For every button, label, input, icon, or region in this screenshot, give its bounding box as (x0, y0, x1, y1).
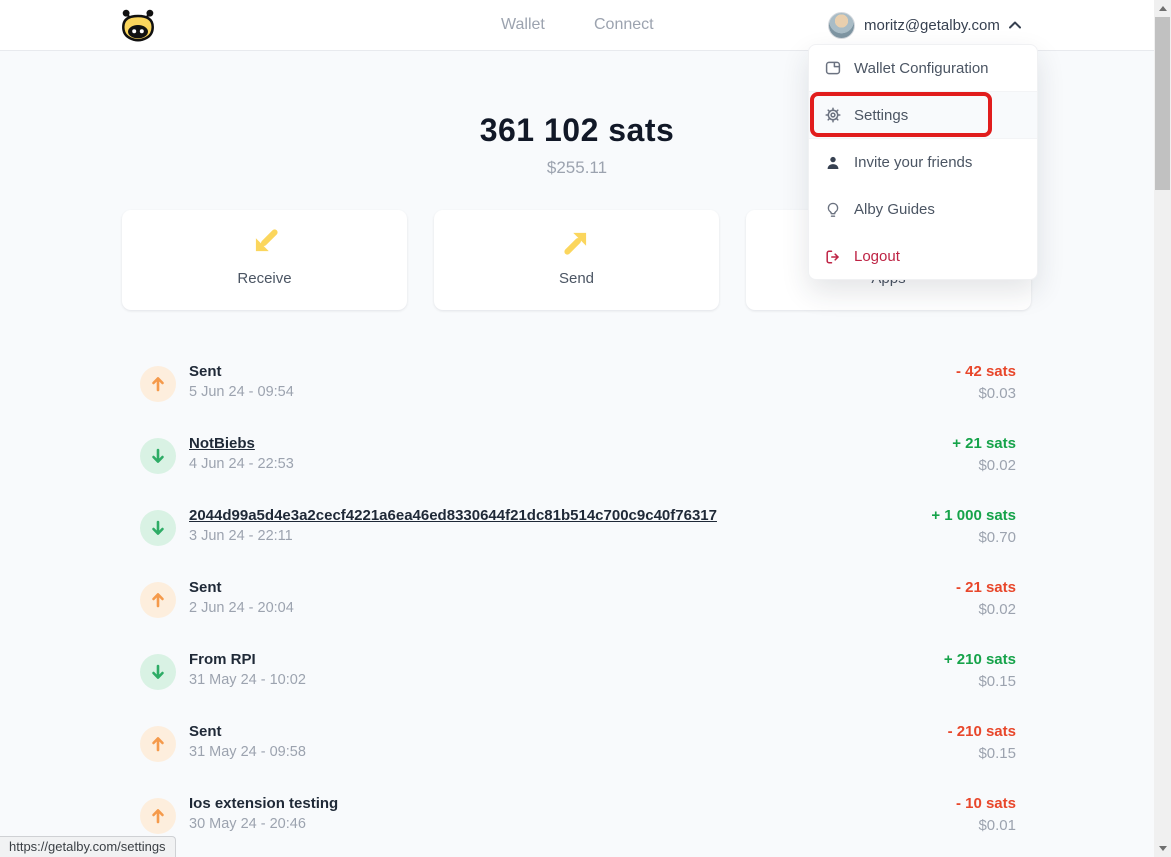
arrow-up-icon (152, 593, 164, 608)
transaction-title[interactable]: NotBiebs (189, 435, 255, 452)
lightbulb-icon (827, 202, 839, 217)
transaction-date: 5 Jun 24 - 09:54 (189, 384, 294, 400)
transaction-date: 31 May 24 - 09:58 (189, 744, 306, 760)
transaction-amount: - 42 sats (955, 363, 1016, 380)
triangle-down-icon (1158, 846, 1167, 851)
transaction-title[interactable]: From RPI (189, 651, 256, 668)
top-navbar: Wallet Connect moritz@getalby.com (0, 0, 1154, 51)
arrow-down-icon (152, 448, 164, 463)
alby-logo-icon[interactable] (119, 8, 157, 44)
transaction-amount: - 210 sats (947, 723, 1016, 740)
arrow-up-icon (152, 809, 164, 824)
transaction-amount: + 1 000 sats (931, 507, 1016, 524)
arrow-down-left-icon (255, 229, 278, 252)
transaction-row[interactable]: Sent 2 Jun 24 - 20:04 - 21 sats $0.02 (140, 574, 1016, 646)
scrollbar-up-button[interactable] (1154, 0, 1171, 17)
transaction-date: 3 Jun 24 - 22:11 (189, 528, 293, 544)
menu-item-label: Settings (854, 106, 909, 124)
transaction-row[interactable]: Sent 31 May 24 - 09:58 - 210 sats $0.15 (140, 718, 1016, 790)
transaction-list: Sent 5 Jun 24 - 09:54 - 42 sats $0.03 No… (140, 358, 1016, 857)
receive-card[interactable]: Receive (122, 210, 407, 310)
arrow-up-right-icon (563, 232, 586, 255)
menu-item-invite-your-friends[interactable]: Invite your friends (809, 139, 1037, 186)
transaction-fiat: $0.70 (978, 529, 1016, 546)
transaction-fiat: $0.03 (978, 385, 1016, 402)
transaction-fiat: $0.01 (978, 817, 1016, 834)
transaction-direction-icon (140, 726, 176, 762)
transaction-amount: + 21 sats (952, 435, 1016, 452)
balance-fiat: $255.11 (546, 158, 608, 177)
nav-connect-link[interactable]: Connect (594, 16, 654, 33)
transaction-date: 31 May 24 - 10:02 (189, 672, 306, 688)
transaction-amount: + 210 sats (943, 651, 1016, 668)
transaction-row[interactable]: From RPI 31 May 24 - 10:02 + 210 sats $0… (140, 646, 1016, 718)
account-dropdown-menu: Wallet Configuration Settings Invite you… (808, 44, 1038, 280)
menu-item-wallet-configuration[interactable]: Wallet Configuration (809, 45, 1037, 92)
send-card-label: Send (558, 270, 595, 287)
account-email: moritz@getalby.com (864, 16, 1000, 34)
wallet-icon (825, 61, 841, 75)
transaction-fiat: $0.02 (978, 601, 1016, 618)
balance-sats: 361 102 sats (479, 112, 675, 148)
send-card[interactable]: Send (434, 210, 719, 310)
transaction-direction-icon (140, 510, 176, 546)
transaction-title[interactable]: Sent (189, 579, 222, 596)
transaction-direction-icon (140, 438, 176, 474)
arrow-up-icon (152, 377, 164, 392)
transaction-title[interactable]: Sent (189, 723, 222, 740)
transaction-direction-icon (140, 582, 176, 618)
gear-icon (825, 107, 841, 123)
account-menu-button[interactable]: moritz@getalby.com (828, 8, 1021, 42)
transaction-direction-icon (140, 366, 176, 402)
scrollbar-down-button[interactable] (1154, 840, 1171, 857)
arrow-down-icon (152, 664, 164, 679)
transaction-date: 4 Jun 24 - 22:53 (189, 456, 294, 472)
menu-item-alby-guides[interactable]: Alby Guides (809, 186, 1037, 233)
menu-item-label: Logout (854, 248, 900, 265)
transaction-date: 30 May 24 - 20:46 (189, 816, 306, 832)
receive-card-label: Receive (237, 270, 292, 287)
arrow-up-icon (152, 737, 164, 752)
transaction-amount: - 21 sats (955, 579, 1016, 596)
transaction-title[interactable]: Sent (189, 363, 222, 380)
scrollbar[interactable] (1154, 0, 1171, 857)
logout-icon (826, 249, 839, 264)
menu-item-label: Invite your friends (854, 154, 973, 171)
menu-item-settings[interactable]: Settings (809, 92, 1037, 139)
avatar (828, 11, 855, 39)
link-preview-statusbar: https://getalby.com/settings (0, 836, 176, 857)
transaction-direction-icon (140, 798, 176, 834)
transaction-amount: - 10 sats (955, 795, 1016, 812)
arrow-down-icon (152, 520, 164, 535)
transaction-row[interactable]: Sent 5 Jun 24 - 09:54 - 42 sats $0.03 (140, 358, 1016, 430)
transaction-title[interactable]: Ios extension testing (189, 795, 339, 812)
transaction-fiat: $0.02 (978, 457, 1016, 474)
transaction-row[interactable]: NotBiebs 4 Jun 24 - 22:53 + 21 sats $0.0… (140, 430, 1016, 502)
transaction-fiat: $0.15 (978, 673, 1016, 690)
nav-wallet-link[interactable]: Wallet (501, 16, 545, 33)
menu-item-label: Wallet Configuration (854, 59, 989, 77)
menu-item-logout[interactable]: Logout (809, 233, 1037, 280)
person-icon (827, 156, 839, 169)
transaction-row[interactable]: 2044d99a5d4e3a2cecf4221a6ea46ed8330644f2… (140, 502, 1016, 574)
scrollbar-thumb[interactable] (1155, 17, 1170, 190)
transaction-fiat: $0.15 (978, 745, 1016, 762)
chevron-up-icon (1008, 21, 1021, 29)
transaction-row[interactable]: Ios extension testing 30 May 24 - 20:46 … (140, 790, 1016, 857)
transaction-date: 2 Jun 24 - 20:04 (189, 600, 294, 616)
transaction-title[interactable]: 2044d99a5d4e3a2cecf4221a6ea46ed8330644f2… (189, 507, 717, 524)
menu-item-label: Alby Guides (854, 201, 935, 218)
transaction-direction-icon (140, 654, 176, 690)
triangle-up-icon (1158, 6, 1167, 11)
